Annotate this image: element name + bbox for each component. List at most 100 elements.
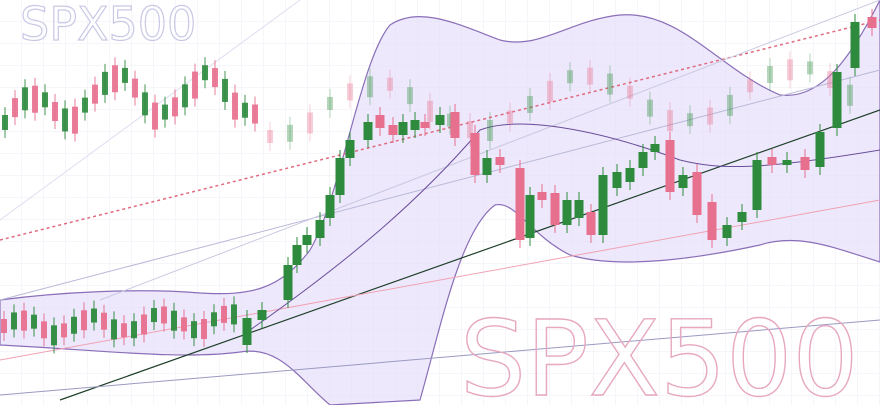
candle-body [678,175,688,188]
candle-body [525,195,535,238]
candle-body [102,71,108,95]
candle-body [202,65,208,81]
candle-body [650,144,660,152]
candle-body [191,321,197,339]
candle-body [112,65,118,93]
candle-body [807,61,813,75]
candle-body [387,77,393,91]
candle-body [398,122,408,135]
candle-body [687,113,693,127]
candle-body [257,310,267,320]
candle-body [800,157,810,170]
candle-body [495,157,505,165]
candle-body [283,265,293,300]
candle-body [345,140,355,158]
candle-body [363,122,373,140]
candle-body [587,67,593,85]
candle-body [335,158,345,195]
candle-body [1,319,7,333]
candle-body [181,317,187,332]
candle-body [627,85,633,99]
candle-body [487,119,493,141]
candle-body [11,312,17,330]
candle-body [747,79,753,93]
candle-body [692,172,702,215]
candle-body [212,68,218,88]
candle-body [32,85,38,113]
candle-body [242,102,248,118]
candle-body [287,124,293,142]
candle-body [827,71,833,89]
candle-body [625,168,635,182]
candle-body [221,305,227,323]
candle-body [767,66,773,84]
candle-body [347,83,353,101]
candle-body [388,125,398,135]
candle-body [638,152,648,168]
candle-body [410,120,420,130]
candle-body [737,212,747,222]
candle-body [182,84,188,108]
candle-body [222,78,228,102]
candle-body [302,235,312,245]
candle-body [132,78,138,98]
candle-body [231,304,237,325]
candle-body [867,17,877,28]
candle-body [22,87,28,111]
candle-body [420,122,430,128]
candle-body [527,95,533,113]
candle-body [727,94,733,116]
candle-body [482,158,492,175]
candle-body [292,245,302,265]
candle-body [82,97,88,113]
candle-body [142,92,148,116]
candle-body [152,102,158,130]
candle-body [81,310,87,331]
candle-body [550,193,560,225]
candle-body [722,225,732,238]
candle-body [787,59,793,81]
trend-line [0,19,880,241]
candle-body [61,323,67,338]
candle-body [325,195,335,218]
candle-body [52,102,58,122]
candle-body [21,310,27,331]
candle-body [315,220,325,238]
candle-body [407,87,413,105]
candle-body [447,113,453,127]
candle-body [327,96,333,110]
candle-body [122,67,128,83]
candle-body [121,323,127,338]
candle-body [850,22,860,68]
candle-body [267,130,273,143]
candle-body [574,200,584,218]
candle-body [131,321,137,339]
candle-body [767,157,777,165]
candle-body [171,310,177,331]
candle-body [586,212,596,235]
candle-body [172,97,178,117]
moving-average [59,109,880,401]
trend-line [0,69,880,301]
candle-body [537,192,547,200]
candle-body [367,76,373,98]
candle-body [252,104,258,124]
candle-body [41,321,47,339]
candle-body [91,308,97,323]
candle-body [62,108,68,132]
candle-body [51,325,57,346]
candle-body [92,84,98,104]
candle-body [752,160,762,210]
candle-body [782,160,792,165]
candle-body [847,84,853,106]
candle-body [101,312,107,330]
trend-line [99,0,880,301]
watermark: SPX500 [460,298,858,405]
candle-body [141,314,147,335]
candle-body [667,110,673,132]
trend-line [0,0,301,221]
candle-body [151,308,157,323]
candle-body [507,110,513,124]
candle-body [547,80,553,102]
candle-body [31,314,37,329]
